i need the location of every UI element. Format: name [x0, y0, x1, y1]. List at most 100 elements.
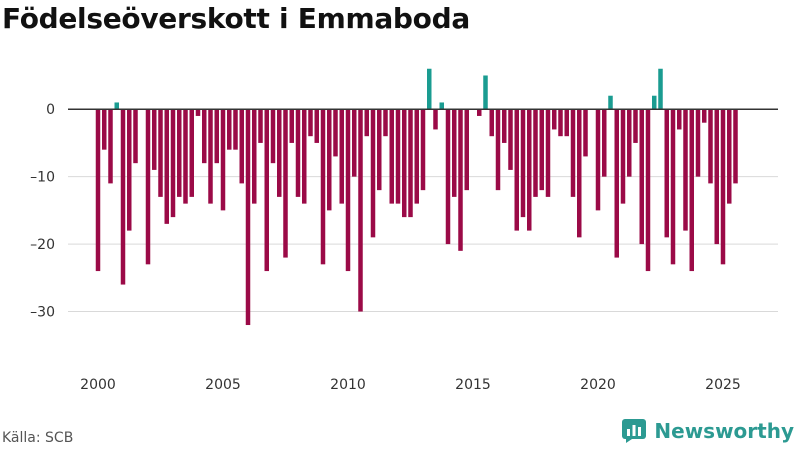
bar [283, 109, 288, 258]
bar [458, 109, 463, 251]
bar-series [95, 68, 738, 326]
bar [564, 109, 569, 137]
bar [270, 109, 276, 164]
x-tick-label: 2005 [205, 377, 241, 393]
bar [539, 109, 544, 191]
y-axis-ticks: 0 –10 –20 –30 [30, 102, 55, 320]
bar [414, 109, 419, 204]
bar [308, 109, 313, 137]
bar [352, 109, 357, 177]
bar [583, 109, 588, 157]
x-tick-label: 2010 [330, 377, 366, 393]
bar [420, 109, 426, 191]
bar [327, 109, 332, 211]
bar [389, 109, 394, 204]
bar [114, 102, 119, 110]
bar [514, 109, 519, 231]
bar [639, 109, 644, 245]
bar [177, 109, 182, 197]
bar [495, 109, 501, 191]
bar [433, 109, 438, 130]
y-tick-label: –20 [30, 237, 55, 253]
chart-title: Födelseöverskott i Emmaboda [2, 2, 470, 35]
bar [370, 109, 376, 238]
x-tick-label: 2000 [80, 377, 116, 393]
bar [627, 109, 632, 177]
bar [695, 109, 701, 177]
bar [227, 109, 232, 150]
bar [302, 109, 307, 204]
bar [289, 109, 294, 143]
bar [552, 109, 557, 130]
bar [720, 109, 726, 265]
bar [464, 109, 469, 191]
bar [614, 109, 619, 258]
y-tick-label: –10 [30, 170, 55, 186]
bar [158, 109, 163, 197]
bar [733, 109, 738, 184]
source-label: Källa: SCB [2, 430, 74, 446]
bar [595, 109, 601, 211]
bar [545, 109, 551, 197]
bar [214, 109, 219, 164]
bar [295, 109, 301, 197]
bar [633, 109, 638, 143]
x-tick-label: 2025 [705, 377, 741, 393]
bar [208, 109, 213, 204]
bar [364, 109, 369, 137]
bar [445, 109, 451, 245]
bar [95, 109, 101, 272]
bar [277, 109, 282, 197]
bar [620, 109, 626, 204]
bar [652, 95, 657, 110]
bar [570, 109, 576, 197]
bar [333, 109, 338, 157]
bar [408, 109, 413, 218]
x-axis-ticks: 2000 2005 2010 2015 2020 2025 [80, 377, 741, 393]
bar [527, 109, 532, 231]
bar [358, 109, 363, 312]
bar [608, 95, 613, 110]
bar [183, 109, 188, 204]
bar [483, 75, 488, 110]
bar [377, 109, 382, 191]
bar [195, 109, 201, 116]
bar [683, 109, 688, 231]
bar [170, 109, 176, 218]
bar [533, 109, 538, 197]
bar [202, 109, 207, 164]
bar [602, 109, 607, 177]
bar [508, 109, 513, 170]
bar [314, 109, 319, 143]
bar [577, 109, 582, 238]
bar [708, 109, 713, 184]
bar [245, 109, 251, 326]
bar [145, 109, 151, 265]
bar [670, 109, 676, 265]
bar [264, 109, 269, 272]
bar [502, 109, 507, 143]
bar [320, 109, 326, 265]
bar [189, 109, 194, 197]
bar [345, 109, 351, 272]
bar [152, 109, 157, 170]
bar [402, 109, 407, 218]
y-tick-label: 0 [46, 102, 55, 118]
bar [714, 109, 719, 245]
bar [645, 109, 651, 272]
y-tick-label: –30 [30, 305, 55, 321]
bar [120, 109, 126, 285]
bar [252, 109, 257, 204]
bar [239, 109, 244, 184]
bar [108, 109, 113, 184]
bar [702, 109, 707, 123]
bar [658, 68, 663, 110]
bar [127, 109, 132, 231]
bar [133, 109, 138, 164]
brand-name: Newsworthy [654, 419, 794, 443]
bar [477, 109, 482, 116]
bar [439, 102, 444, 110]
bar [233, 109, 238, 150]
bar [220, 109, 226, 211]
